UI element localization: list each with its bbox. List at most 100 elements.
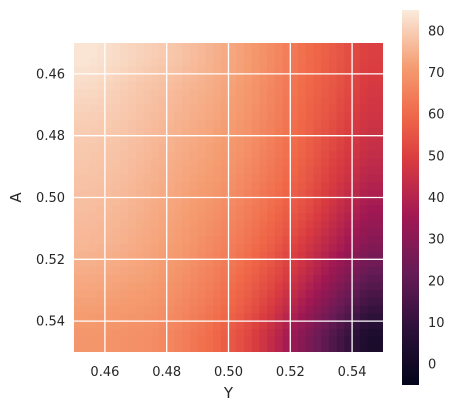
heatmap-cell: [205, 236, 214, 245]
heatmap-cell: [313, 143, 322, 152]
heatmap-cell: [367, 336, 376, 345]
heatmap-cell: [143, 236, 152, 245]
heatmap-cell: [375, 336, 383, 345]
heatmap-cell: [328, 97, 338, 106]
heatmap-cell: [336, 97, 345, 106]
heatmap-cell: [197, 127, 206, 137]
heatmap-cell: [259, 197, 268, 206]
heatmap-cell: [328, 189, 338, 199]
heatmap-cell: [197, 212, 206, 222]
heatmap-cell: [251, 321, 260, 330]
heatmap-cell: [189, 259, 199, 268]
heatmap-cell: [143, 50, 152, 60]
heatmap-cell: [298, 212, 307, 222]
heatmap-cell: [352, 66, 361, 75]
heatmap-cell: [375, 313, 383, 322]
heatmap-cell: [259, 81, 268, 90]
heatmap-cell: [243, 313, 253, 322]
heatmap-cell: [359, 58, 369, 67]
heatmap-cell: [344, 135, 353, 145]
heatmap-cell: [182, 182, 191, 191]
heatmap-cell: [143, 73, 152, 83]
heatmap-cell: [251, 112, 260, 121]
heatmap-cell: [158, 243, 168, 253]
heatmap-cell: [344, 89, 353, 98]
heatmap-cell: [104, 127, 114, 137]
heatmap-cell: [213, 182, 222, 191]
heatmap-cell: [104, 104, 114, 114]
heatmap-cell: [120, 212, 129, 222]
heatmap-cell: [189, 290, 199, 299]
heatmap-cell: [305, 259, 315, 268]
heatmap-cell: [166, 166, 176, 175]
heatmap-cell: [236, 259, 245, 268]
heatmap-cell: [97, 282, 106, 291]
heatmap-cell: [259, 104, 268, 114]
heatmap-cell: [143, 243, 152, 253]
heatmap-cell: [375, 290, 383, 299]
heatmap-cell: [197, 205, 206, 214]
heatmap-cell: [120, 313, 129, 322]
heatmap-cell: [197, 328, 206, 338]
heatmap-cell: [375, 267, 383, 276]
heatmap-cell: [197, 313, 206, 322]
heatmap-cell: [104, 58, 114, 67]
heatmap-cell: [367, 313, 376, 322]
heatmap-cell: [104, 336, 114, 345]
heatmap-cell: [359, 228, 369, 237]
heatmap-cell: [143, 297, 152, 307]
heatmap-cell: [213, 43, 222, 52]
heatmap-cell: [182, 197, 191, 206]
heatmap-cell: [336, 43, 345, 52]
heatmap-cell: [352, 182, 361, 191]
heatmap-cell: [104, 81, 114, 90]
heatmap-cell: [274, 236, 284, 245]
heatmap-cell: [81, 43, 91, 52]
heatmap-cell: [74, 104, 83, 114]
heatmap-cell: [375, 274, 383, 284]
heatmap-cell: [220, 182, 230, 191]
heatmap-cell: [236, 290, 245, 299]
heatmap-cell: [305, 120, 315, 129]
heatmap-cell: [97, 158, 106, 168]
heatmap-cell: [74, 73, 83, 83]
heatmap-cell: [81, 73, 91, 83]
heatmap-cell: [251, 135, 260, 145]
heatmap-cell: [189, 127, 199, 137]
heatmap-cell: [305, 66, 315, 75]
heatmap-cell: [182, 282, 191, 291]
heatmap-cell: [120, 50, 129, 60]
heatmap-cell: [321, 321, 330, 330]
heatmap-cell: [197, 151, 206, 160]
heatmap-cell: [189, 97, 199, 106]
heatmap-cell: [236, 143, 245, 152]
heatmap-cell: [336, 58, 345, 67]
heatmap-cell: [375, 189, 383, 199]
heatmap-cell: [104, 297, 114, 307]
heatmap-cell: [259, 158, 268, 168]
heatmap-cell: [344, 236, 353, 245]
heatmap-cell: [166, 143, 176, 152]
heatmap-cell: [282, 259, 291, 268]
heatmap-cell: [135, 151, 145, 160]
heatmap-cell: [243, 243, 253, 253]
heatmap-cell: [243, 305, 253, 314]
heatmap-cell: [197, 274, 206, 284]
heatmap-cell: [128, 104, 137, 114]
heatmap-cell: [174, 58, 183, 67]
heatmap-cell: [305, 205, 315, 214]
heatmap-cell: [120, 97, 129, 106]
heatmap-cell: [166, 259, 176, 268]
heatmap-cell: [228, 243, 237, 253]
heatmap-cell: [313, 135, 322, 145]
heatmap-cell: [228, 259, 237, 268]
heatmap-cell: [259, 290, 268, 299]
heatmap-cell: [259, 212, 268, 222]
heatmap-cell: [282, 182, 291, 191]
heatmap-cell: [321, 66, 330, 75]
heatmap-cell: [182, 189, 191, 199]
heatmap-cell: [89, 143, 98, 152]
heatmap-cell: [143, 120, 152, 129]
heatmap-cell: [367, 305, 376, 314]
heatmap-cell: [290, 328, 299, 338]
